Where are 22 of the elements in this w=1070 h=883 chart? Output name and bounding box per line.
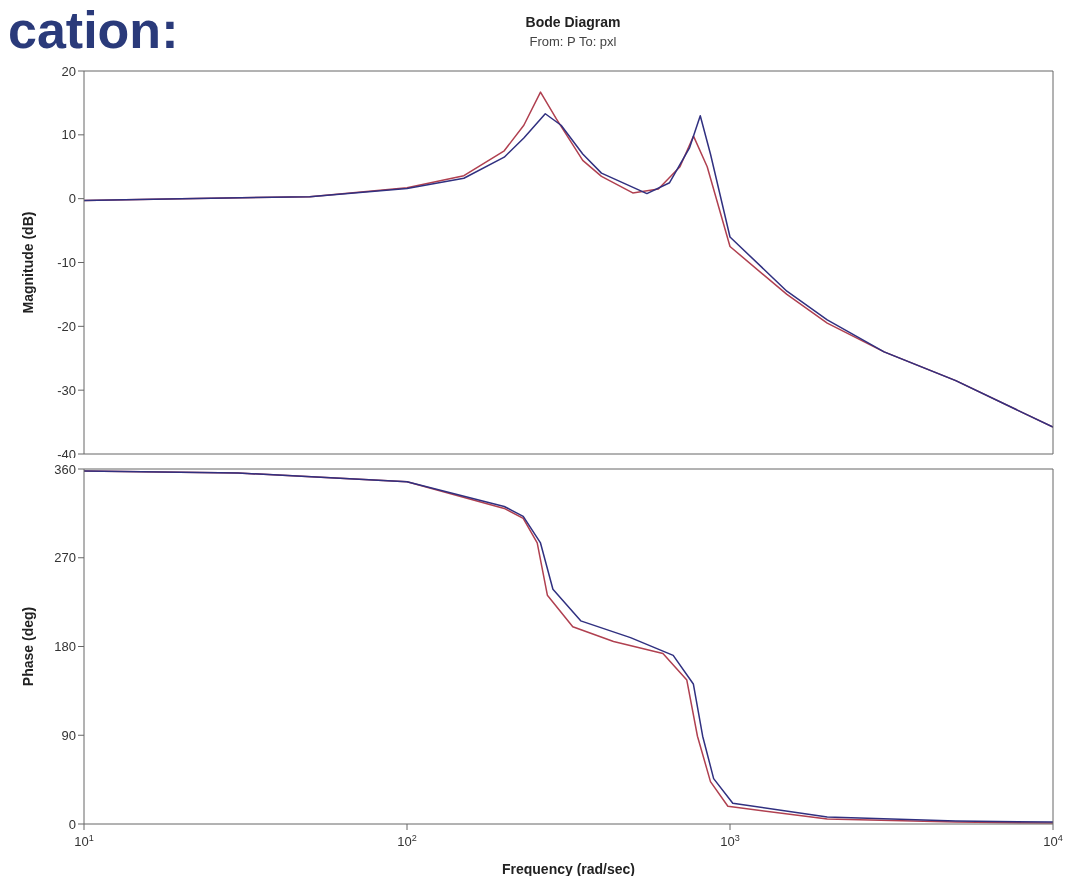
y-tick-label: 360 [54, 461, 76, 477]
x-tick-label: 10$^{4}$ [1043, 833, 1063, 849]
x-tick-label: 10$^{3}$ [720, 833, 740, 849]
y-tick-label: 90 [61, 727, 76, 743]
y-tick-label: 180 [54, 639, 76, 655]
text: cation: [8, 1, 179, 59]
x-tick-label: 10$^{2}$ [397, 833, 417, 849]
x-axis-title: Frequency (rad/sec) [501, 861, 636, 877]
y-tick-label: 20 [61, 63, 76, 79]
y-tick-label: -20 [57, 318, 76, 334]
y-tick-label: 0 [68, 191, 76, 207]
x-tick-label: 10$^{1}$ [74, 833, 94, 849]
y-tick-label: 0 [68, 816, 76, 832]
y-tick-label: 10 [61, 127, 76, 143]
y-tick-label: -30 [57, 382, 76, 398]
y-axis-title: Magnitude (dB) [19, 211, 36, 314]
y-tick-label: -10 [57, 255, 76, 271]
y-tick-label: -40 [57, 446, 76, 462]
y-axis-title: Phase (deg) [19, 606, 36, 687]
chart-title: Bode Diagram [525, 14, 621, 30]
chart-subtitle: From: P To: pxl [529, 34, 617, 49]
y-tick-label: 270 [54, 550, 76, 566]
